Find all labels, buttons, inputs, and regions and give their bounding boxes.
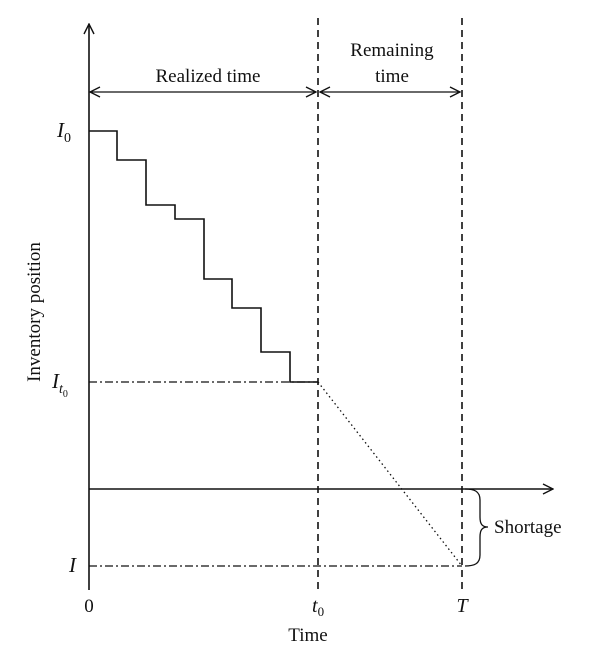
t0-label: t0 — [312, 595, 324, 619]
T-label: T — [456, 595, 469, 617]
origin-label: 0 — [84, 596, 94, 617]
inventory-step-curve — [89, 130, 318, 383]
projection-line — [317, 381, 463, 567]
I-label: I — [68, 553, 77, 577]
remaining-time-label-line1: Remaining — [350, 40, 434, 61]
I0-label: I0 — [56, 118, 71, 146]
x-axis-title: Time — [288, 625, 327, 646]
shortage-brace — [464, 488, 489, 567]
y-axis-title: Inventory position — [24, 242, 45, 382]
shortage-label: Shortage — [494, 517, 562, 538]
It0-label: It0 — [51, 369, 68, 400]
remaining-time-label-line2: time — [375, 66, 409, 87]
realized-time-label: Realized time — [156, 66, 261, 87]
